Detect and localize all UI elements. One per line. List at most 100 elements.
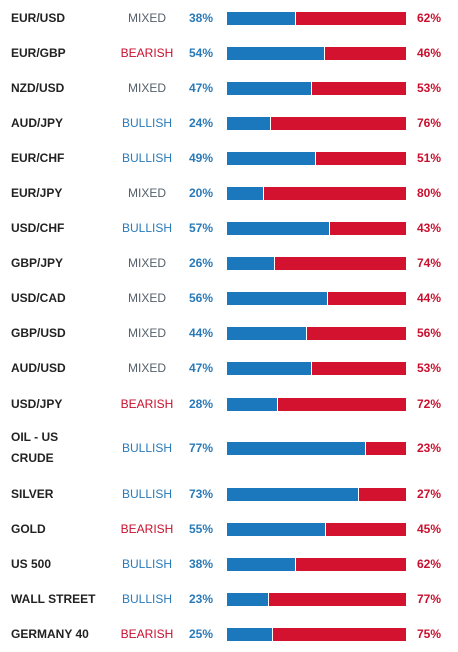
bias-label: BULLISH <box>121 221 173 235</box>
instrument-name[interactable]: EUR/CHF <box>11 150 65 165</box>
instrument-name[interactable]: USD/CHF <box>11 220 65 235</box>
bar-divider <box>327 291 329 305</box>
bar-divider <box>311 361 313 375</box>
instrument-name[interactable]: NZD/USD <box>11 80 65 95</box>
bar-divider <box>295 11 297 25</box>
bar-divider <box>314 151 316 165</box>
bias-label: MIXED <box>127 256 166 270</box>
short-bar-segment <box>326 522 406 536</box>
long-bar-segment <box>227 81 312 95</box>
short-bar-segment <box>274 256 406 270</box>
sentiment-bar <box>227 592 406 606</box>
short-percentage: 51% <box>416 151 441 165</box>
sentiment-bar <box>227 291 406 305</box>
short-bar-segment <box>328 291 406 305</box>
long-bar-segment <box>227 221 330 235</box>
instrument-name[interactable]: GBP/JPY <box>11 255 64 270</box>
bias-label: BULLISH <box>121 557 173 571</box>
sentiment-bar <box>227 221 406 235</box>
short-percentage: 45% <box>416 522 441 536</box>
bias-label: MIXED <box>127 11 166 25</box>
long-bar-segment <box>227 361 312 375</box>
short-bar-segment <box>263 186 406 200</box>
sentiment-bar <box>227 116 406 130</box>
long-bar-segment <box>227 116 270 130</box>
long-percentage: 77% <box>188 441 213 455</box>
bar-divider <box>273 256 275 270</box>
short-bar-segment <box>312 361 406 375</box>
sentiment-bar <box>227 397 406 411</box>
short-bar-segment <box>296 557 406 571</box>
bias-label: MIXED <box>127 291 166 305</box>
short-bar-segment <box>312 81 406 95</box>
short-percentage: 27% <box>416 487 441 501</box>
instrument-name[interactable]: GBP/USD <box>11 325 66 340</box>
bar-divider <box>364 441 366 455</box>
short-bar-segment <box>324 46 406 60</box>
short-bar-segment <box>270 116 406 130</box>
bar-divider <box>325 522 327 536</box>
short-percentage: 53% <box>416 361 441 375</box>
bias-label: BULLISH <box>121 487 173 501</box>
instrument-name[interactable]: GERMANY 40 <box>11 626 89 641</box>
instrument-name[interactable]: USD/JPY <box>11 396 63 411</box>
short-percentage: 76% <box>416 116 441 130</box>
long-percentage: 47% <box>188 361 213 375</box>
short-percentage: 77% <box>416 592 441 606</box>
long-percentage: 55% <box>188 522 213 536</box>
short-percentage: 44% <box>416 291 441 305</box>
long-bar-segment <box>227 186 263 200</box>
short-bar-segment <box>278 397 406 411</box>
bar-divider <box>305 326 307 340</box>
short-bar-segment <box>272 627 406 641</box>
long-percentage: 28% <box>188 397 213 411</box>
instrument-name[interactable]: AUD/USD <box>11 360 66 375</box>
long-percentage: 47% <box>188 81 213 95</box>
sentiment-bar <box>227 81 406 95</box>
long-percentage: 24% <box>188 116 213 130</box>
short-percentage: 62% <box>416 11 441 25</box>
bar-divider <box>295 557 297 571</box>
long-bar-segment <box>227 627 272 641</box>
sentiment-bar <box>227 11 406 25</box>
bias-label: BULLISH <box>121 151 173 165</box>
long-percentage: 54% <box>188 46 213 60</box>
instrument-name[interactable]: EUR/GBP <box>11 45 66 60</box>
instrument-name[interactable]: EUR/USD <box>11 10 66 25</box>
short-bar-segment <box>365 441 406 455</box>
instrument-name[interactable]: OIL - US CRUDE <box>11 430 59 465</box>
long-bar-segment <box>227 46 324 60</box>
bias-label: MIXED <box>127 186 166 200</box>
long-percentage: 56% <box>188 291 213 305</box>
long-bar-segment <box>227 291 328 305</box>
instrument-name[interactable]: SILVER <box>11 486 54 501</box>
bias-label: BULLISH <box>121 441 173 455</box>
long-bar-segment <box>227 557 296 571</box>
instrument-name[interactable]: AUD/JPY <box>11 115 64 130</box>
instrument-name[interactable]: USD/CAD <box>11 290 66 305</box>
short-percentage: 56% <box>416 326 441 340</box>
short-percentage: 80% <box>416 186 441 200</box>
long-percentage: 44% <box>188 326 213 340</box>
short-percentage: 53% <box>416 81 441 95</box>
long-percentage: 49% <box>188 151 213 165</box>
sentiment-bar <box>227 256 406 270</box>
instrument-name[interactable]: WALL STREET <box>11 591 96 606</box>
short-bar-segment <box>269 592 406 606</box>
long-bar-segment <box>227 522 326 536</box>
instrument-name[interactable]: EUR/JPY <box>11 185 63 200</box>
bias-label: BEARISH <box>120 397 174 411</box>
short-bar-segment <box>306 326 406 340</box>
instrument-name[interactable]: US 500 <box>11 556 52 571</box>
bar-divider <box>323 46 325 60</box>
long-bar-segment <box>227 487 358 501</box>
long-percentage: 20% <box>188 186 213 200</box>
bias-label: BULLISH <box>121 116 173 130</box>
short-bar-segment <box>358 487 406 501</box>
bias-label: BEARISH <box>120 46 174 60</box>
long-percentage: 23% <box>188 592 213 606</box>
instrument-name[interactable]: GOLD <box>11 521 46 536</box>
bias-label: MIXED <box>127 81 166 95</box>
sentiment-bar <box>227 487 406 501</box>
sentiment-bar <box>227 361 406 375</box>
